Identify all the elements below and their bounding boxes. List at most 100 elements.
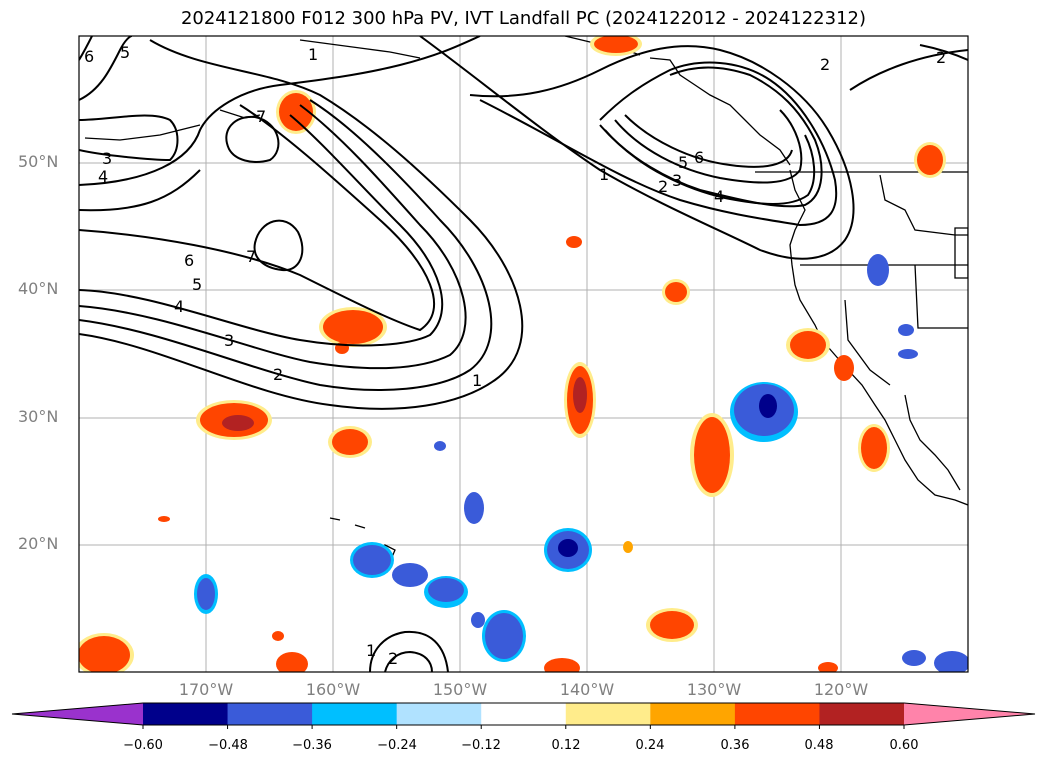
contour-label: 6 (184, 251, 194, 270)
anomaly-patch (276, 90, 316, 134)
colorbar-tick-label: 0.60 (889, 738, 919, 753)
anomaly-patch (350, 542, 394, 578)
anomaly-patch (834, 355, 854, 381)
contour-label: 2 (658, 177, 668, 196)
colorbar-ticks (142, 725, 905, 729)
lat-label-50n: 50°N (18, 152, 59, 171)
colorbar-tick-label: 0.36 (720, 738, 750, 753)
pv-contour-labels: 1 1 1 2 2 2 3 3 3 4 4 4 5 5 5 6 6 6 7 7 … (84, 43, 946, 668)
colorbar-segment (396, 703, 482, 725)
contour-label: 2 (273, 365, 283, 384)
anomaly-patch (392, 563, 428, 587)
contour-label: 7 (256, 107, 266, 126)
pv-contours (79, 36, 968, 672)
colorbar-segment (565, 703, 651, 725)
colorbar-tick-label: 0.24 (635, 738, 665, 753)
colorbar-segments (143, 703, 905, 725)
map-frame (78, 35, 969, 673)
anomaly-patch (471, 612, 485, 628)
contour-label: 5 (120, 43, 130, 62)
contour-label: 1 (366, 641, 376, 660)
lon-label-130w: 130°W (686, 680, 742, 699)
anomaly-patch (424, 576, 468, 608)
anomaly-patch (914, 142, 946, 178)
contour-label: 3 (102, 149, 112, 168)
colorbar-tick-label: 0.48 (804, 738, 834, 753)
colorbar-tick-label: −0.12 (461, 738, 501, 753)
colorbar-segment (819, 703, 905, 725)
anomaly-patch (194, 574, 218, 614)
colorbar-segment (734, 703, 820, 725)
contour-label: 2 (388, 649, 398, 668)
gridlines (79, 36, 968, 672)
lon-label-170w: 170°W (178, 680, 234, 699)
anomaly-patch (564, 362, 596, 438)
coastlines (84, 36, 968, 558)
colorbar-segment (227, 703, 313, 725)
colorbar-segment (481, 703, 567, 725)
colorbar-extend-min (12, 703, 143, 725)
colorbar-tick-label: −0.60 (123, 738, 163, 753)
anomaly-patch (544, 528, 592, 572)
contour-label: 6 (694, 148, 704, 167)
ivt-negative-anomalies (194, 254, 968, 672)
anomaly-patch (690, 413, 734, 497)
contour-label: 4 (98, 167, 108, 186)
contour-label: 5 (192, 275, 202, 294)
colorbar-tick-label: −0.36 (292, 738, 332, 753)
anomaly-patch (662, 279, 690, 305)
lat-label-40n: 40°N (18, 279, 59, 298)
anomaly-patch (566, 236, 582, 248)
colorbar-segment (312, 703, 398, 725)
colorbar-extend-max (904, 703, 1035, 725)
contour-label: 3 (672, 171, 682, 190)
contour-label: 1 (308, 45, 318, 64)
contour-label: 5 (678, 153, 688, 172)
colorbar-tick-label: −0.48 (208, 738, 248, 753)
anomaly-patch (79, 633, 134, 672)
contour-label: 3 (224, 331, 234, 350)
anomaly-patch (464, 492, 484, 524)
lat-label-30n: 30°N (18, 407, 59, 426)
anomaly-patch (276, 652, 308, 672)
contour-label: 2 (936, 48, 946, 67)
colorbar (11, 702, 1036, 729)
lat-label-20n: 20°N (18, 534, 59, 553)
anomaly-patch (730, 382, 798, 442)
anomaly-patch (590, 36, 642, 56)
contour-label: 1 (472, 371, 482, 390)
anomaly-patch (934, 651, 968, 672)
anomaly-patch (482, 610, 526, 662)
colorbar-tick-label: 0.12 (551, 738, 581, 753)
anomaly-patch (867, 254, 889, 286)
anomaly-patch (902, 650, 926, 666)
contour-label: 4 (714, 187, 724, 206)
contour-label: 1 (599, 165, 609, 184)
lon-label-120w: 120°W (813, 680, 869, 699)
ivt-positive-anomalies (79, 36, 946, 672)
anomaly-patch (858, 424, 890, 472)
anomaly-patch (898, 349, 918, 359)
anomaly-patch (818, 662, 838, 672)
anomaly-patch (544, 658, 580, 672)
contour-label: 2 (820, 55, 830, 74)
anomaly-patch (272, 631, 284, 641)
anomaly-patch (196, 400, 272, 440)
map-title: 2024121800 F012 300 hPa PV, IVT Landfall… (180, 8, 867, 29)
contour-label: 4 (174, 297, 184, 316)
lon-label-150w: 150°W (432, 680, 488, 699)
contour-label: 7 (246, 247, 256, 266)
anomaly-patch (328, 426, 372, 458)
contour-label: 6 (84, 47, 94, 66)
anomaly-patch (898, 324, 914, 336)
anomaly-patch (646, 608, 698, 642)
colorbar-tick-label: −0.24 (377, 738, 417, 753)
anomaly-patch (786, 328, 830, 362)
anomaly-patch (158, 516, 170, 522)
anomaly-patch (434, 441, 446, 451)
colorbar-segment (143, 703, 229, 725)
lon-label-140w: 140°W (559, 680, 615, 699)
map-plot-area: 1 1 1 2 2 2 3 3 3 4 4 4 5 5 5 6 6 6 7 7 … (79, 36, 968, 672)
anomaly-patch (319, 307, 387, 347)
